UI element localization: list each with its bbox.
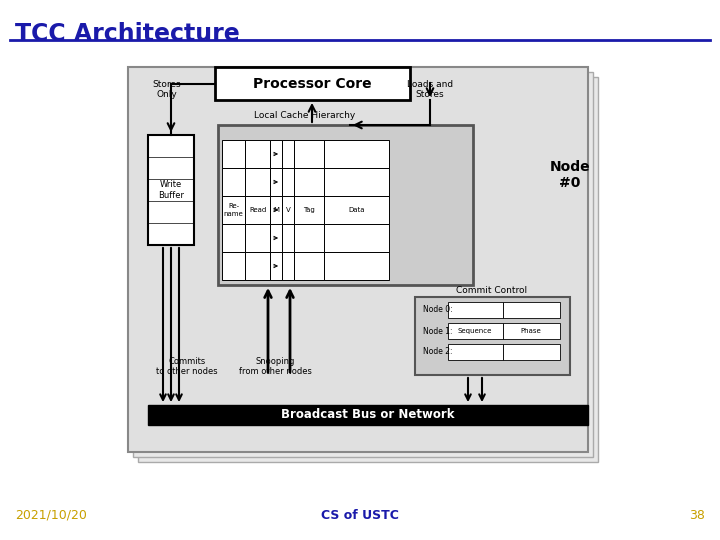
Bar — [222, 196, 245, 224]
Text: Commits
to other nodes: Commits to other nodes — [156, 357, 218, 376]
Bar — [503, 302, 560, 318]
Bar — [222, 168, 245, 196]
Bar — [503, 344, 560, 360]
Text: Commit Control: Commit Control — [456, 286, 528, 295]
Bar — [282, 224, 294, 252]
Bar — [245, 252, 270, 280]
Bar — [324, 196, 389, 224]
Bar — [324, 168, 389, 196]
Bar — [222, 224, 245, 252]
Bar — [270, 252, 282, 280]
Text: M: M — [273, 207, 279, 213]
Bar — [294, 252, 324, 280]
Text: Broadcast Bus or Network: Broadcast Bus or Network — [282, 408, 455, 422]
Text: Node 2:: Node 2: — [423, 348, 452, 356]
Text: Data: Data — [348, 207, 365, 213]
Bar — [294, 140, 324, 168]
Bar — [270, 140, 282, 168]
Bar — [222, 140, 245, 168]
Bar — [270, 196, 282, 224]
Text: Processor Core: Processor Core — [253, 77, 372, 91]
Bar — [245, 140, 270, 168]
Text: Node
#0: Node #0 — [549, 160, 590, 190]
Bar — [245, 196, 270, 224]
Bar — [270, 224, 282, 252]
Text: Stores
Only: Stores Only — [153, 80, 181, 99]
Bar — [324, 224, 389, 252]
Bar — [218, 125, 473, 285]
Text: Read: Read — [249, 207, 266, 213]
Bar — [133, 72, 593, 457]
Bar — [503, 323, 560, 339]
Text: Node 0:: Node 0: — [423, 306, 453, 314]
Bar — [448, 344, 503, 360]
Bar — [448, 302, 503, 318]
Bar — [294, 168, 324, 196]
Text: 2021/10/20: 2021/10/20 — [15, 509, 87, 522]
Text: TCC Architecture: TCC Architecture — [15, 22, 240, 46]
Bar — [215, 67, 410, 100]
Bar — [128, 67, 588, 452]
Bar — [282, 168, 294, 196]
Text: Loads and
Stores: Loads and Stores — [407, 80, 453, 99]
Text: Re-
name: Re- name — [224, 204, 243, 217]
Text: Local Cache Hierarchy: Local Cache Hierarchy — [254, 111, 356, 120]
Text: V: V — [286, 207, 290, 213]
Bar — [148, 405, 588, 425]
Bar — [138, 77, 598, 462]
Bar — [245, 168, 270, 196]
Text: Snooping
from other nodes: Snooping from other nodes — [238, 357, 312, 376]
Bar — [324, 140, 389, 168]
Text: Sequence: Sequence — [458, 328, 492, 334]
Bar — [294, 196, 324, 224]
Bar — [282, 140, 294, 168]
Text: Phase: Phase — [521, 328, 541, 334]
Bar — [148, 135, 194, 245]
Text: CS of USTC: CS of USTC — [321, 509, 399, 522]
Bar — [324, 252, 389, 280]
Bar — [294, 224, 324, 252]
Bar — [270, 168, 282, 196]
Text: Node 1:: Node 1: — [423, 327, 452, 335]
Bar — [282, 252, 294, 280]
Bar — [222, 252, 245, 280]
Bar — [245, 224, 270, 252]
Text: Tag: Tag — [303, 207, 315, 213]
Bar — [282, 196, 294, 224]
Bar — [415, 297, 570, 375]
Text: 38: 38 — [689, 509, 705, 522]
Text: Write
Buffer: Write Buffer — [158, 180, 184, 200]
Bar — [448, 323, 503, 339]
